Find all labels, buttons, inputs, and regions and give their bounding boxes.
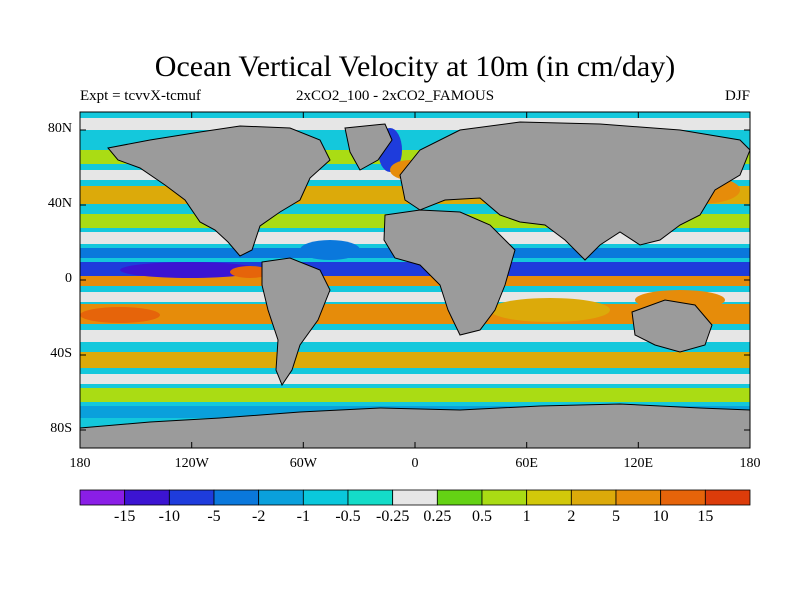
latitude-tick-label: 40S <box>50 346 72 361</box>
colorbar-swatch <box>704 489 751 506</box>
colorbar-swatch <box>213 489 260 506</box>
longitude-tick-label: 180 <box>739 456 761 471</box>
colorbar-swatch <box>258 489 304 506</box>
colorbar-swatch <box>436 489 483 506</box>
comparison-label: 2xCO2_100 - 2xCO2_FAMOUS <box>296 88 495 104</box>
ocean-anomaly <box>490 298 610 322</box>
colorbar-swatch <box>526 489 572 506</box>
land <box>80 121 750 448</box>
colorbar-label: 1 <box>522 508 531 525</box>
season-label: DJF <box>724 88 750 104</box>
colorbar-label: -15 <box>113 508 136 525</box>
south-america <box>261 257 331 387</box>
africa <box>383 209 516 336</box>
map-panel <box>80 112 750 448</box>
colorbar-label: 5 <box>612 508 620 525</box>
ocean-band <box>80 330 750 342</box>
colorbar-swatch <box>392 489 438 506</box>
north-america <box>107 125 331 257</box>
colorbar <box>79 489 751 506</box>
latitude-tick-label: 0 <box>65 271 72 286</box>
ocean-band <box>80 276 750 286</box>
longitude-tick-label: 120E <box>623 456 654 471</box>
colorbar-label: 0.25 <box>423 508 452 525</box>
colorbar-label: -10 <box>158 508 180 525</box>
ocean-band <box>80 292 750 302</box>
axis-ticks <box>79 112 751 448</box>
experiment-label: Expt = tcvvX-tcmuf <box>80 88 201 104</box>
colorbar-swatch <box>570 489 617 506</box>
ocean-anomaly <box>120 262 260 278</box>
ocean-anomaly <box>230 266 270 278</box>
eurasia <box>399 121 750 261</box>
map-title: Ocean Vertical Velocity at 10m (in cm/da… <box>154 50 676 83</box>
longitude-tick-label: 180 <box>69 456 91 471</box>
colorbar-swatch <box>481 489 528 506</box>
ocean-band <box>80 352 750 368</box>
australia <box>631 299 713 353</box>
greenland <box>344 123 393 171</box>
ocean-band <box>80 374 750 384</box>
colorbar-label: 2 <box>567 508 576 525</box>
ocean-band <box>80 388 750 402</box>
colorbar-label: -0.5 <box>335 508 361 525</box>
longitude-tick-label: 120W <box>174 456 209 471</box>
colorbar-label: -5 <box>207 508 221 525</box>
colorbar-label: 15 <box>697 508 714 525</box>
longitude-tick-label: 0 <box>411 456 419 471</box>
colorbar-label: -0.25 <box>375 508 410 525</box>
latitude-tick-label: 80S <box>50 421 72 436</box>
colorbar-swatch <box>168 489 215 506</box>
ocean-anomaly <box>80 307 160 323</box>
colorbar-swatch <box>615 489 662 506</box>
antarctica <box>80 403 750 448</box>
colorbar-label: 10 <box>652 508 669 525</box>
longitude-tick-label: 60W <box>289 456 317 471</box>
colorbar-label: 0.5 <box>472 508 492 525</box>
colorbar-swatch <box>124 489 170 506</box>
colorbar-swatch <box>347 489 394 506</box>
longitude-tick-label: 60E <box>515 456 538 471</box>
latitude-tick-label: 40N <box>47 196 72 211</box>
colorbar-label: -2 <box>251 508 266 525</box>
colorbar-swatch <box>79 489 126 506</box>
latitude-tick-label: 80N <box>47 121 72 136</box>
colorbar-swatch <box>302 489 349 506</box>
colorbar-swatch <box>660 489 706 506</box>
colorbar-label: -1 <box>296 508 310 525</box>
ocean-anomaly <box>300 240 360 260</box>
